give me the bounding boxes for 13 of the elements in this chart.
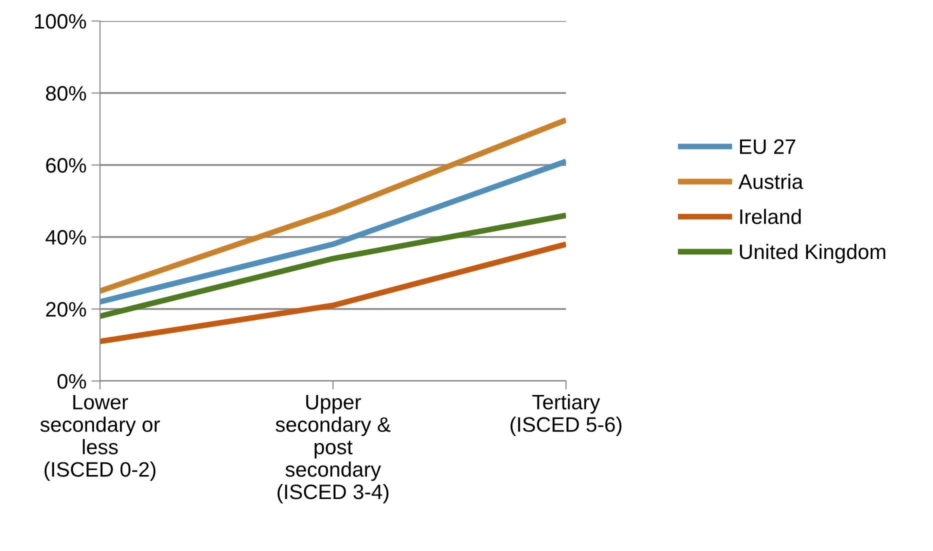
x-tick-label: Tertiary (ISCED 5-6) (510, 394, 622, 436)
legend-label: Austria (738, 174, 804, 190)
y-tick-label: 0% (58, 374, 86, 389)
y-tick-label: 60% (46, 158, 86, 173)
y-tick-label: 20% (46, 302, 86, 317)
y-tick-label: 80% (46, 86, 86, 101)
y-tick-label: 100% (35, 14, 86, 29)
legend-label: Ireland (740, 208, 801, 224)
legend-label: United Kingdom (740, 244, 886, 264)
x-tick-label: Upper secondary & post secondary (ISCED 3-4) (276, 394, 391, 504)
x-tick-label: Lower secondary or less (ISCED 0-2) (40, 394, 160, 481)
y-tick-label: 40% (46, 230, 86, 245)
legend-label: EU 27 (740, 139, 796, 154)
